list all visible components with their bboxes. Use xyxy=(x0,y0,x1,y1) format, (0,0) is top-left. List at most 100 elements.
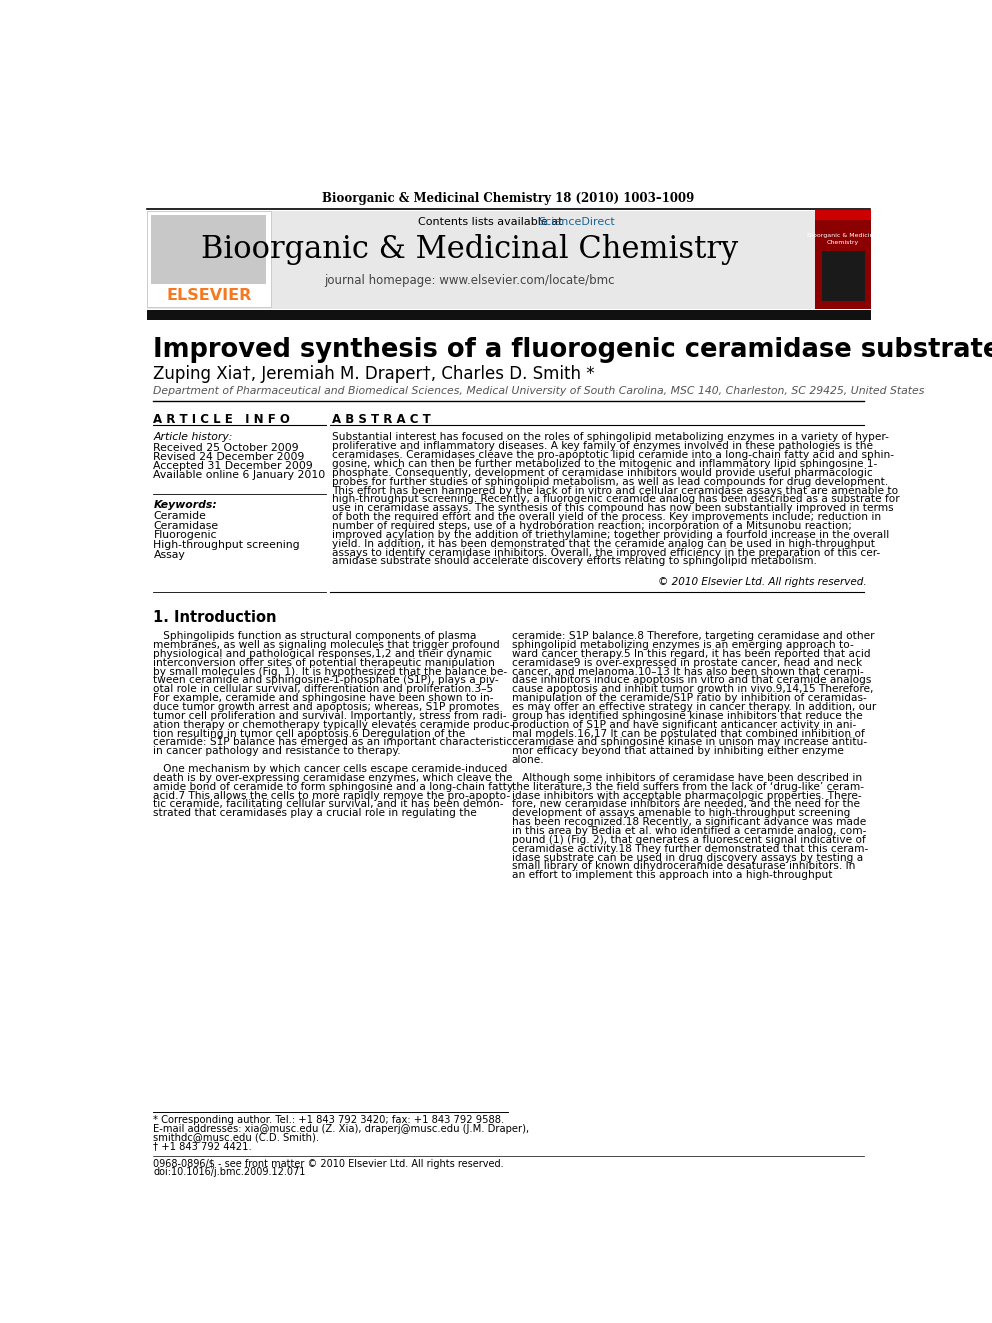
Text: phosphate. Consequently, development of ceramidase inhibitors would provide usef: phosphate. Consequently, development of … xyxy=(331,468,872,478)
Text: smithdc@musc.edu (C.D. Smith).: smithdc@musc.edu (C.D. Smith). xyxy=(154,1132,319,1143)
Text: Accepted 31 December 2009: Accepted 31 December 2009 xyxy=(154,460,313,471)
Text: Keywords:: Keywords: xyxy=(154,500,217,511)
Text: mor efficacy beyond that attained by inhibiting either enzyme: mor efficacy beyond that attained by inh… xyxy=(512,746,843,757)
Text: This effort has been hampered by the lack of in vitro and cellular ceramidase as: This effort has been hampered by the lac… xyxy=(331,486,898,496)
Text: Received 25 October 2009: Received 25 October 2009 xyxy=(154,442,299,452)
Text: Available online 6 January 2010: Available online 6 January 2010 xyxy=(154,470,325,480)
Text: in this area by Bedia et al. who identified a ceramide analog, com-: in this area by Bedia et al. who identif… xyxy=(512,826,866,836)
Text: * Corresponding author. Tel.: +1 843 792 3420; fax: +1 843 792 9588.: * Corresponding author. Tel.: +1 843 792… xyxy=(154,1115,505,1125)
Text: © 2010 Elsevier Ltd. All rights reserved.: © 2010 Elsevier Ltd. All rights reserved… xyxy=(658,577,866,587)
Text: ceramidase9 is over-expressed in prostate cancer, head and neck: ceramidase9 is over-expressed in prostat… xyxy=(512,658,862,668)
Text: death is by over-expressing ceramidase enzymes, which cleave the: death is by over-expressing ceramidase e… xyxy=(154,773,513,783)
Text: Department of Pharmaceutical and Biomedical Sciences, Medical University of Sout: Department of Pharmaceutical and Biomedi… xyxy=(154,386,925,397)
Text: Improved synthesis of a fluorogenic ceramidase substrate: Improved synthesis of a fluorogenic cera… xyxy=(154,337,992,363)
Bar xyxy=(147,212,815,308)
Text: manipulation of the ceramide/S1P ratio by inhibition of ceramidas-: manipulation of the ceramide/S1P ratio b… xyxy=(512,693,866,703)
Text: cancer, and melanoma.10–13 It has also been shown that cerami-: cancer, and melanoma.10–13 It has also b… xyxy=(512,667,863,676)
Text: Sphingolipids function as structural components of plasma: Sphingolipids function as structural com… xyxy=(154,631,477,642)
Text: number of required steps, use of a hydroboration reaction; incorporation of a Mi: number of required steps, use of a hydro… xyxy=(331,521,851,531)
Text: One mechanism by which cancer cells escape ceramide-induced: One mechanism by which cancer cells esca… xyxy=(154,763,508,774)
Text: alone.: alone. xyxy=(512,755,545,765)
Text: Contents lists available at: Contents lists available at xyxy=(419,217,566,228)
Text: Bioorganic & Medicinal Chemistry 18 (2010) 1003–1009: Bioorganic & Medicinal Chemistry 18 (201… xyxy=(322,192,694,205)
Text: ceramide: S1P balance has emerged as an important characteristic: ceramide: S1P balance has emerged as an … xyxy=(154,737,513,747)
Text: A R T I C L E   I N F O: A R T I C L E I N F O xyxy=(154,413,291,426)
Text: amide bond of ceramide to form sphingosine and a long-chain fatty: amide bond of ceramide to form sphingosi… xyxy=(154,782,514,791)
Text: the literature,3 the field suffers from the lack of ‘drug-like’ ceram-: the literature,3 the field suffers from … xyxy=(512,782,863,791)
Text: interconversion offer sites of potential therapeutic manipulation: interconversion offer sites of potential… xyxy=(154,658,495,668)
Text: by small molecules (Fig. 1). It is hypothesized that the balance be-: by small molecules (Fig. 1). It is hypot… xyxy=(154,667,508,676)
Text: es may offer an effective strategy in cancer therapy. In addition, our: es may offer an effective strategy in ca… xyxy=(512,703,876,712)
Text: ward cancer therapy.5 In this regard, it has been reported that acid: ward cancer therapy.5 In this regard, it… xyxy=(512,648,870,659)
Text: ceramidase activity.18 They further demonstrated that this ceram-: ceramidase activity.18 They further demo… xyxy=(512,844,868,853)
Text: an effort to implement this approach into a high-throughput: an effort to implement this approach int… xyxy=(512,871,832,880)
Bar xyxy=(815,209,871,221)
Text: † +1 843 792 4421.: † +1 843 792 4421. xyxy=(154,1140,252,1151)
Text: Ceramidase: Ceramidase xyxy=(154,521,218,531)
Text: doi:10.1016/j.bmc.2009.12.071: doi:10.1016/j.bmc.2009.12.071 xyxy=(154,1167,306,1177)
Text: Ceramide: Ceramide xyxy=(154,511,206,521)
Text: ceramidase and sphingosine kinase in unison may increase antitu-: ceramidase and sphingosine kinase in uni… xyxy=(512,737,867,747)
Text: amidase substrate should accelerate discovery efforts relating to sphingolipid m: amidase substrate should accelerate disc… xyxy=(331,557,816,566)
Text: ELSEVIER: ELSEVIER xyxy=(167,288,252,303)
Text: membranes, as well as signaling molecules that trigger profound: membranes, as well as signaling molecule… xyxy=(154,640,500,650)
Text: sphingolipid metabolizing enzymes is an emerging approach to-: sphingolipid metabolizing enzymes is an … xyxy=(512,640,853,650)
Text: has been recognized.18 Recently, a significant advance was made: has been recognized.18 Recently, a signi… xyxy=(512,818,866,827)
Text: cause apoptosis and inhibit tumor growth in vivo.9,14,15 Therefore,: cause apoptosis and inhibit tumor growth… xyxy=(512,684,873,695)
Text: tween ceramide and sphingosine-1-phosphate (S1P), plays a piv-: tween ceramide and sphingosine-1-phospha… xyxy=(154,676,499,685)
Text: Assay: Assay xyxy=(154,549,186,560)
Text: dase inhibitors induce apoptosis in vitro and that ceramide analogs: dase inhibitors induce apoptosis in vitr… xyxy=(512,676,871,685)
Text: development of assays amenable to high-throughput screening: development of assays amenable to high-t… xyxy=(512,808,850,818)
Bar xyxy=(151,214,266,284)
Text: A B S T R A C T: A B S T R A C T xyxy=(331,413,431,426)
Text: improved acylation by the addition of triethylamine; together providing a fourfo: improved acylation by the addition of tr… xyxy=(331,531,889,540)
Text: in cancer pathology and resistance to therapy.: in cancer pathology and resistance to th… xyxy=(154,746,401,757)
Text: gosine, which can then be further metabolized to the mitogenic and inflammatory : gosine, which can then be further metabo… xyxy=(331,459,877,470)
Text: Although some inhibitors of ceramidase have been described in: Although some inhibitors of ceramidase h… xyxy=(512,773,862,783)
Text: acid.7 This allows the cells to more rapidly remove the pro-apopto-: acid.7 This allows the cells to more rap… xyxy=(154,791,511,800)
Text: Zuping Xia†, Jeremiah M. Draper†, Charles D. Smith *: Zuping Xia†, Jeremiah M. Draper†, Charle… xyxy=(154,365,595,384)
Text: Chemistry: Chemistry xyxy=(827,241,859,245)
Text: For example, ceramide and sphingosine have been shown to in-: For example, ceramide and sphingosine ha… xyxy=(154,693,494,703)
Text: probes for further studies of sphingolipid metabolism, as well as lead compounds: probes for further studies of sphingolip… xyxy=(331,476,888,487)
Bar xyxy=(147,311,871,320)
Text: of both the required effort and the overall yield of the process. Key improvemen: of both the required effort and the over… xyxy=(331,512,881,523)
Text: idase inhibitors with acceptable pharmacologic properties. There-: idase inhibitors with acceptable pharmac… xyxy=(512,791,861,800)
Text: tion resulting in tumor cell apoptosis.6 Deregulation of the: tion resulting in tumor cell apoptosis.6… xyxy=(154,729,465,738)
Text: High-throughput screening: High-throughput screening xyxy=(154,540,300,550)
Text: Bioorganic & Medicinal: Bioorganic & Medicinal xyxy=(807,233,879,238)
Text: use in ceramidase assays. The synthesis of this compound has now been substantia: use in ceramidase assays. The synthesis … xyxy=(331,503,894,513)
Text: yield. In addition, it has been demonstrated that the ceramide analog can be use: yield. In addition, it has been demonstr… xyxy=(331,538,875,549)
Text: production of S1P and have significant anticancer activity in ani-: production of S1P and have significant a… xyxy=(512,720,856,730)
Bar xyxy=(147,212,271,307)
Text: idase substrate can be used in drug discovery assays by testing a: idase substrate can be used in drug disc… xyxy=(512,852,863,863)
Text: 1. Introduction: 1. Introduction xyxy=(154,610,277,626)
Text: proliferative and inflammatory diseases. A key family of enzymes involved in the: proliferative and inflammatory diseases.… xyxy=(331,442,873,451)
Text: ScienceDirect: ScienceDirect xyxy=(539,217,615,228)
Text: duce tumor growth arrest and apoptosis; whereas, S1P promotes: duce tumor growth arrest and apoptosis; … xyxy=(154,703,500,712)
Text: 0968-0896/$ - see front matter © 2010 Elsevier Ltd. All rights reserved.: 0968-0896/$ - see front matter © 2010 El… xyxy=(154,1159,504,1168)
Text: Article history:: Article history: xyxy=(154,433,233,442)
Text: mal models.16,17 It can be postulated that combined inhibition of: mal models.16,17 It can be postulated th… xyxy=(512,729,864,738)
Text: strated that ceramidases play a crucial role in regulating the: strated that ceramidases play a crucial … xyxy=(154,808,477,818)
Text: otal role in cellular survival, differentiation and proliferation.3–5: otal role in cellular survival, differen… xyxy=(154,684,494,695)
Text: ceramidases. Ceramidases cleave the pro-apoptotic lipid ceramide into a long-cha: ceramidases. Ceramidases cleave the pro-… xyxy=(331,450,894,460)
Text: Revised 24 December 2009: Revised 24 December 2009 xyxy=(154,451,305,462)
Text: small library of known dihydroceramide desaturase inhibitors. In: small library of known dihydroceramide d… xyxy=(512,861,855,872)
Text: tumor cell proliferation and survival. Importantly, stress from radi-: tumor cell proliferation and survival. I… xyxy=(154,710,507,721)
Text: ation therapy or chemotherapy typically elevates ceramide produc-: ation therapy or chemotherapy typically … xyxy=(154,720,514,730)
Text: E-mail addresses: xia@musc.edu (Z. Xia), draperj@musc.edu (J.M. Draper),: E-mail addresses: xia@musc.edu (Z. Xia),… xyxy=(154,1125,530,1134)
Bar xyxy=(821,251,865,302)
Text: assays to identify ceramidase inhibitors. Overall, the improved efficiency in th: assays to identify ceramidase inhibitors… xyxy=(331,548,880,557)
Text: Substantial interest has focused on the roles of sphingolipid metabolizing enzym: Substantial interest has focused on the … xyxy=(331,433,889,442)
Text: Bioorganic & Medicinal Chemistry: Bioorganic & Medicinal Chemistry xyxy=(201,234,738,265)
Text: physiological and pathological responses,1,2 and their dynamic: physiological and pathological responses… xyxy=(154,648,492,659)
Text: fore, new ceramidase inhibitors are needed, and the need for the: fore, new ceramidase inhibitors are need… xyxy=(512,799,859,810)
Bar xyxy=(815,212,871,308)
Text: pound (1) (Fig. 2), that generates a fluorescent signal indicative of: pound (1) (Fig. 2), that generates a flu… xyxy=(512,835,865,845)
Text: tic ceramide, facilitating cellular survival, and it has been demon-: tic ceramide, facilitating cellular surv… xyxy=(154,799,504,810)
Text: high-throughput screening. Recently, a fluorogenic ceramide analog has been desc: high-throughput screening. Recently, a f… xyxy=(331,495,900,504)
Text: journal homepage: www.elsevier.com/locate/bmc: journal homepage: www.elsevier.com/locat… xyxy=(324,274,615,287)
Text: group has identified sphingosine kinase inhibitors that reduce the: group has identified sphingosine kinase … xyxy=(512,710,862,721)
Text: Fluorogenic: Fluorogenic xyxy=(154,531,217,540)
